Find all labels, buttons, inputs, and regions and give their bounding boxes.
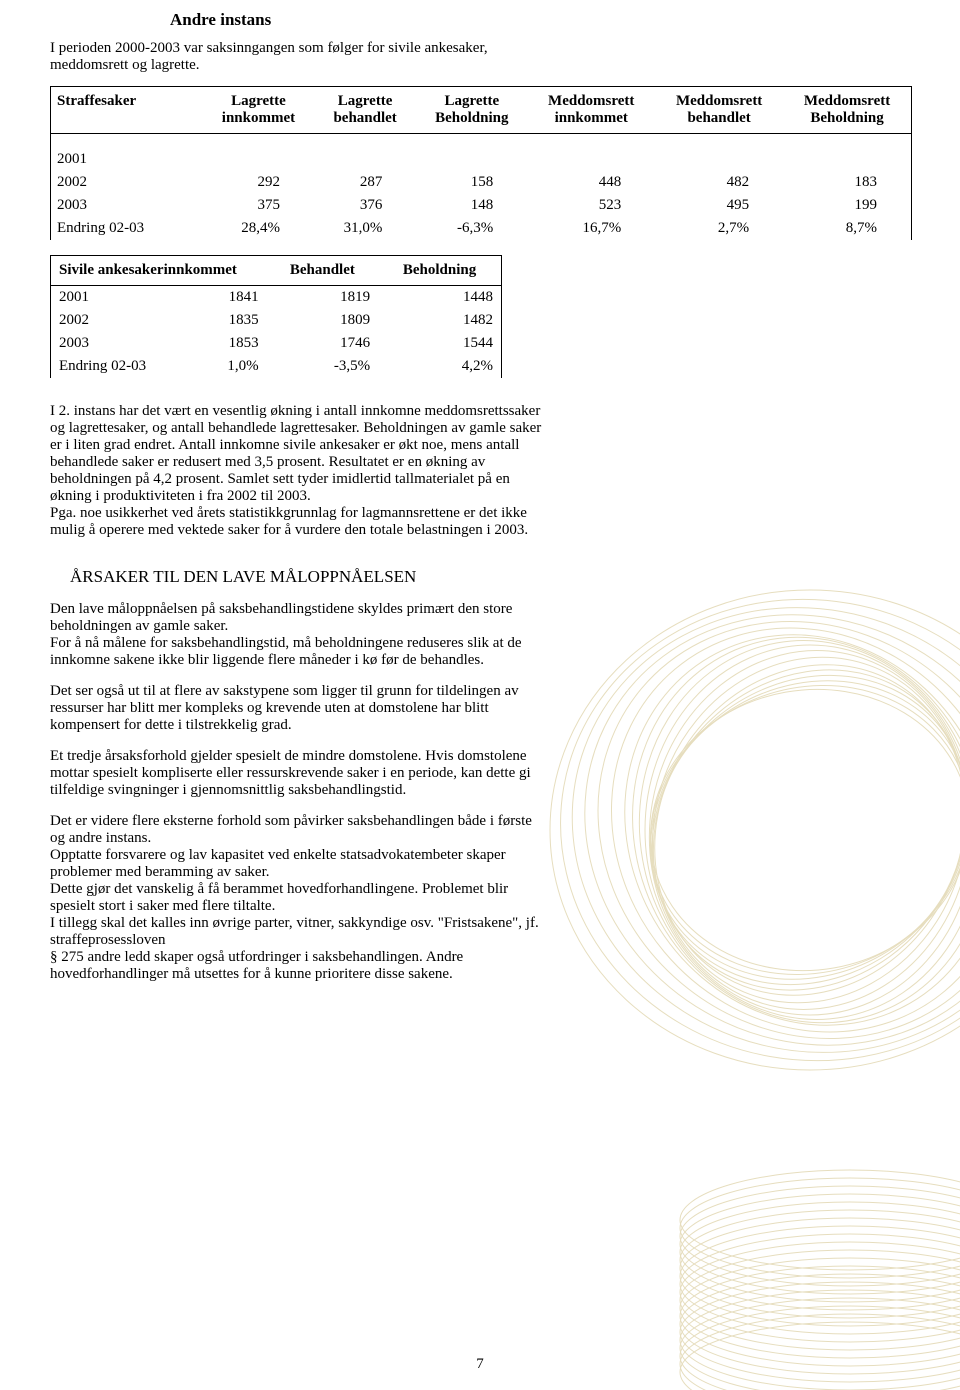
t2-h-0: Sivile ankesakerinnkommet	[51, 256, 267, 286]
table-cell: 1835	[187, 309, 267, 332]
t2-h-1: Behandlet	[267, 256, 378, 286]
table-row: 2002292287158448482183	[51, 171, 911, 194]
table-cell: -3,5%	[267, 355, 378, 378]
section-headline: Andre instans	[170, 10, 910, 30]
table-cell: 2002	[51, 309, 187, 332]
table-cell: 1482	[378, 309, 501, 332]
table-cell: 1448	[378, 286, 501, 310]
table-cell: 287	[314, 171, 416, 194]
table-cell: 183	[783, 171, 911, 194]
table-cell: 2002	[51, 171, 203, 194]
table-row: 2002183518091482	[51, 309, 501, 332]
table-cell: 448	[527, 171, 655, 194]
table-sivile-ankesaker: Sivile ankesakerinnkommet Behandlet Beho…	[50, 255, 502, 378]
t1-h-0: Straffesaker	[51, 87, 203, 134]
table-cell: 1,0%	[187, 355, 267, 378]
analysis-paragraph: I 2. instans har det vært en vesentlig ø…	[50, 403, 550, 539]
table-cell: 1819	[267, 286, 378, 310]
table-cell: 292	[203, 171, 314, 194]
t2-h-2: Beholdning	[378, 256, 501, 286]
table-cell: 148	[416, 194, 527, 217]
table-row: 2001	[51, 148, 911, 171]
t1-h-1: Lagretteinnkommet	[203, 87, 314, 134]
table-cell: 4,2%	[378, 355, 501, 378]
table-cell: 2003	[51, 194, 203, 217]
reason-para-3: Et tredje årsaksforhold gjelder spesielt…	[50, 748, 550, 799]
t1-h-5: Meddomsrettbehandlet	[655, 87, 783, 134]
table-cell: 2001	[51, 148, 203, 171]
subheading-aarsaker: ÅRSAKER TIL DEN LAVE MÅLOPPNÅELSEN	[70, 567, 910, 587]
table-cell: 2001	[51, 286, 187, 310]
intro-paragraph: I perioden 2000-2003 var saksinngangen s…	[50, 40, 550, 74]
reason-para-1: Den lave måloppnåelsen på saksbehandling…	[50, 601, 550, 669]
table-cell: 16,7%	[527, 217, 655, 240]
table-cell: 375	[203, 194, 314, 217]
table-cell: Endring 02-03	[51, 355, 187, 378]
table-cell: 523	[527, 194, 655, 217]
table-cell: 495	[655, 194, 783, 217]
table-row: Endring 02-031,0%-3,5%4,2%	[51, 355, 501, 378]
t1-h-3: LagretteBeholdning	[416, 87, 527, 134]
t1-h-2: Lagrettebehandlet	[314, 87, 416, 134]
table-cell: Endring 02-03	[51, 217, 203, 240]
table-cell	[527, 148, 655, 171]
table-cell: 1841	[187, 286, 267, 310]
table-cell: 2,7%	[655, 217, 783, 240]
t1-h-6: MeddomsrettBeholdning	[783, 87, 911, 134]
table-cell: 2003	[51, 332, 187, 355]
table-cell: 1853	[187, 332, 267, 355]
table-row: 2001184118191448	[51, 286, 501, 310]
table-row: 2003375376148523495199	[51, 194, 911, 217]
table-cell: 158	[416, 171, 527, 194]
table-cell: 31,0%	[314, 217, 416, 240]
table-cell	[203, 148, 314, 171]
table-cell: 1746	[267, 332, 378, 355]
table-cell: 199	[783, 194, 911, 217]
t1-h-4: Meddomsrettinnkommet	[527, 87, 655, 134]
table-cell	[655, 148, 783, 171]
table-cell: -6,3%	[416, 217, 527, 240]
table-cell: 8,7%	[783, 217, 911, 240]
table-cell: 376	[314, 194, 416, 217]
table-cell: 482	[655, 171, 783, 194]
table-cell	[783, 148, 911, 171]
table-cell	[314, 148, 416, 171]
table-row: 2003185317461544	[51, 332, 501, 355]
table-cell: 1544	[378, 332, 501, 355]
reason-para-4: Det er videre flere eksterne forhold som…	[50, 813, 550, 983]
table-cell: 28,4%	[203, 217, 314, 240]
reason-para-2: Det ser også ut til at flere av sakstype…	[50, 683, 550, 734]
table-row: Endring 02-0328,4%31,0%-6,3%16,7%2,7%8,7…	[51, 217, 911, 240]
table-cell	[416, 148, 527, 171]
table-cell: 1809	[267, 309, 378, 332]
table-straffesaker: Straffesaker Lagretteinnkommet Lagretteb…	[50, 86, 912, 240]
